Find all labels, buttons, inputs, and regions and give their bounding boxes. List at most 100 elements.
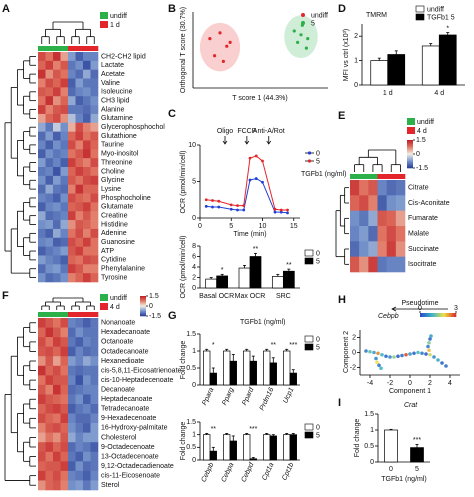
heatmap-cell: [75, 461, 84, 472]
heatmap-cell: [83, 105, 91, 115]
heatmap-cell: [38, 193, 46, 203]
heatmap-cell: [45, 60, 54, 70]
heatmap-cell: [38, 413, 46, 424]
heatmap-cell: [38, 365, 46, 376]
heatmap-cell: [90, 167, 99, 177]
heatmap-cell: [60, 273, 69, 283]
x-tick-label: 0: [389, 466, 393, 473]
significance: *: [446, 25, 449, 32]
heatmap-cell: [45, 184, 54, 194]
heatmap-cell: [38, 442, 46, 453]
colorbar: [407, 144, 413, 147]
heatmap-cell: [75, 255, 84, 265]
colorbar-label: 3: [454, 305, 458, 312]
x-tick-label: Basal OCR: [199, 293, 234, 300]
heatmap-cell: [90, 78, 99, 88]
colorbar: [407, 150, 413, 152]
x-tick-label: Cebpd: [240, 461, 256, 484]
colorbar: [407, 140, 413, 142]
x-tick-label: Ppara: [201, 387, 215, 407]
colorbar: [443, 313, 446, 317]
y-tick-label: 0.5: [364, 443, 374, 450]
colorbar: [140, 297, 146, 299]
point: [211, 205, 214, 209]
heatmap-cell: [68, 404, 76, 414]
heatmap-cell: [90, 365, 99, 376]
heatmap-cell: [68, 78, 76, 88]
annotation-arrow: [244, 140, 250, 145]
legend-swatch: [307, 159, 312, 163]
heatmap-cell: [83, 356, 91, 367]
heatmap-cell: [60, 327, 69, 338]
heatmap-cell: [38, 346, 46, 357]
row-label: Threonine: [101, 159, 133, 166]
column-group: [90, 312, 99, 317]
bar: [209, 372, 217, 386]
colorbar: [140, 308, 146, 310]
heatmap-cell: [60, 423, 69, 433]
heatmap-cell: [45, 423, 54, 433]
point: [279, 208, 283, 212]
heatmap-cell: [83, 237, 91, 247]
bar: [203, 434, 211, 461]
heatmap-cell: [83, 451, 91, 462]
heatmap-cell: [83, 423, 91, 433]
legend-swatch: [301, 13, 305, 17]
point: [204, 198, 208, 202]
row-label: Isoleucine: [101, 89, 133, 96]
heatmap-cell: [90, 480, 99, 491]
row-label: 9,12-Octadecadienoate: [101, 463, 174, 470]
heatmap-cell: [68, 318, 76, 328]
x-tick-label: 4 d: [434, 90, 444, 97]
heatmap-cell: [53, 327, 61, 338]
heatmap-cell: [75, 413, 84, 424]
heatmap-cell: [68, 158, 76, 168]
heatmap-cell: [53, 470, 61, 481]
row-label: Malate: [408, 231, 429, 238]
heatmap-cell: [38, 337, 46, 347]
heatmap-cell: [60, 105, 69, 115]
colorbar: [140, 310, 146, 312]
x-tick-label: -2: [387, 380, 393, 387]
heatmap-cell: [38, 451, 46, 462]
heatmap-cell: [90, 413, 99, 424]
heatmap-cell: [38, 184, 46, 194]
colorbar: [450, 313, 453, 317]
heatmap-cell: [68, 87, 76, 97]
heatmap-cell: [53, 237, 61, 247]
chart-title: TMRM: [366, 12, 387, 19]
heatmap-cell: [38, 131, 46, 141]
point: [273, 207, 277, 211]
heatmap-cell: [68, 69, 76, 79]
row-label: Lysine: [101, 186, 121, 193]
heatmap-cell: [395, 180, 406, 196]
heatmap-cell: [45, 273, 54, 283]
point: [428, 352, 432, 357]
colorbar: [407, 161, 413, 163]
heatmap-cell: [60, 184, 69, 194]
panel-letter: C: [168, 108, 176, 120]
heatmap-cell: [38, 404, 46, 414]
legend-swatch: [407, 118, 415, 125]
point: [286, 211, 289, 215]
heatmap-cell: [83, 211, 91, 221]
legend-label: 5: [316, 344, 320, 351]
heatmap-cell: [45, 327, 54, 338]
heatmap-cell: [60, 237, 69, 247]
colorbar: [140, 303, 146, 305]
bar: [229, 440, 237, 461]
colorbar: [407, 165, 413, 168]
row-label: Phenylalanine: [101, 266, 145, 273]
point: [204, 204, 208, 208]
heatmap-cell: [60, 131, 69, 141]
colorbar: [407, 155, 413, 157]
heatmap-cell: [53, 432, 61, 443]
heatmap-cell: [368, 180, 378, 196]
point: [426, 344, 430, 349]
heatmap-cell: [60, 246, 69, 256]
row-label: Cholesterol: [101, 434, 137, 441]
row-label: Guanosine: [101, 239, 135, 246]
heatmap-cell: [386, 256, 397, 273]
heatmap-cell: [75, 175, 84, 185]
